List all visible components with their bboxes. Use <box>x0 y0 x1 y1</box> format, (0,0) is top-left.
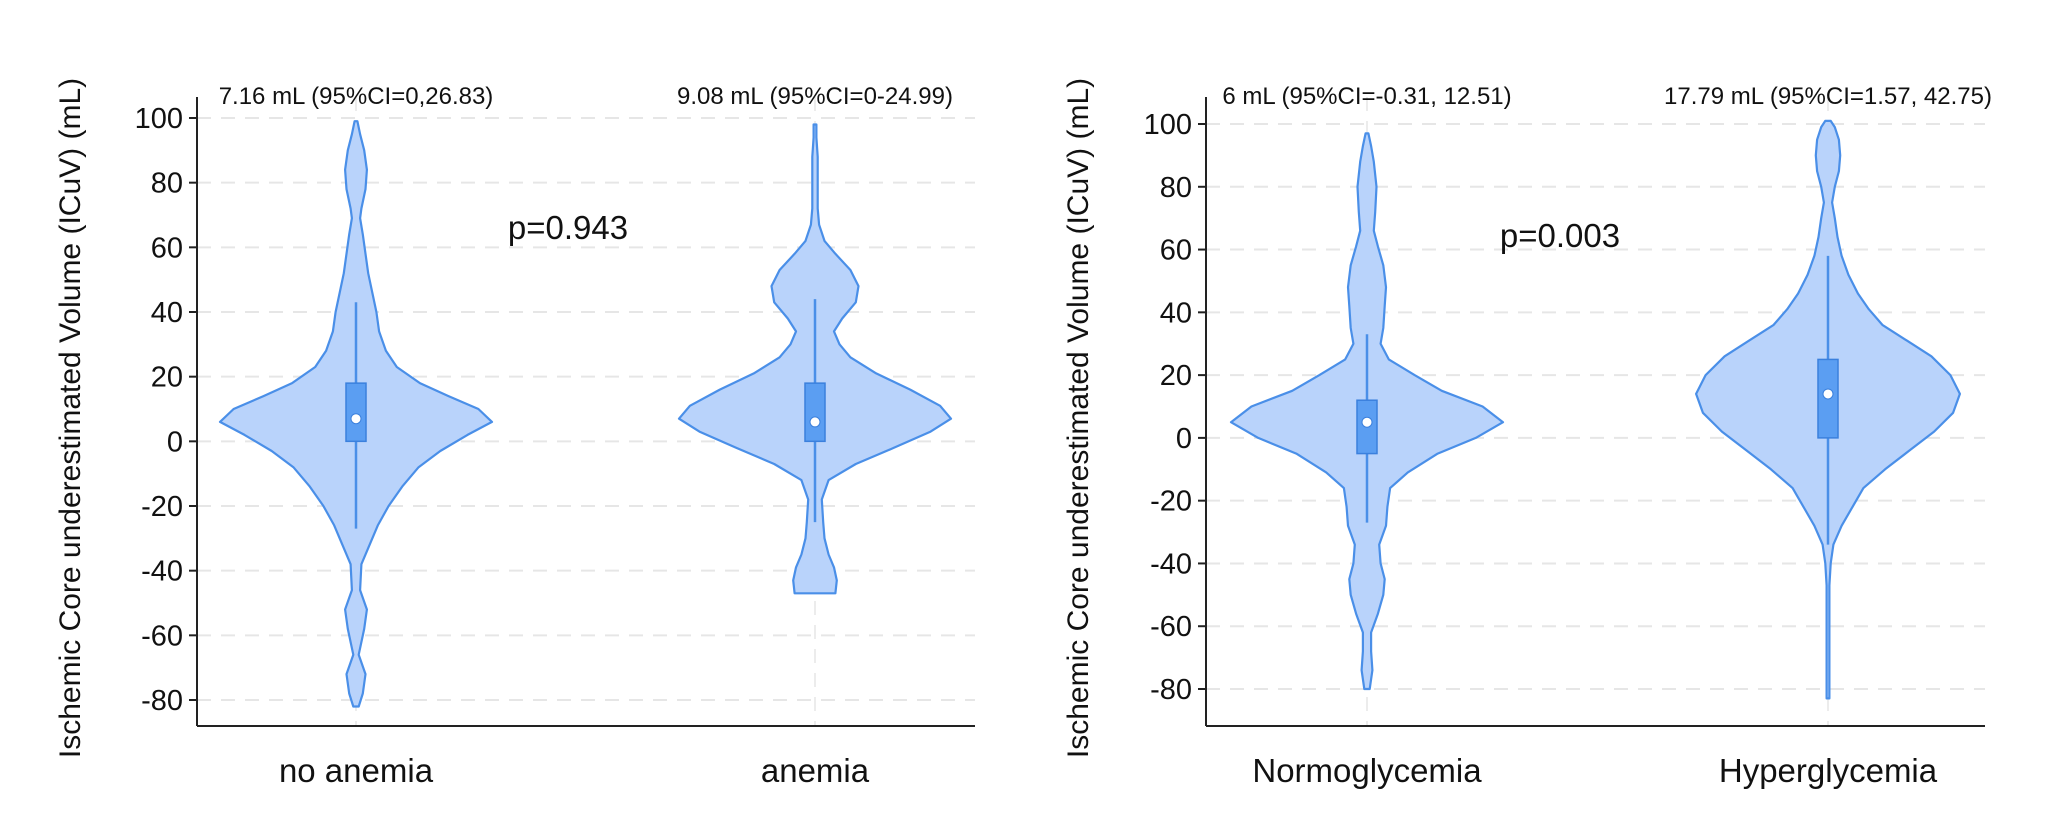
median-marker <box>809 416 821 428</box>
y-tick-label: 60 <box>151 232 183 264</box>
ci-annotation: 7.16 mL (95%CI=0,26.83) <box>219 83 494 110</box>
iqr-box <box>804 382 826 443</box>
y-tick-label: 80 <box>151 168 183 200</box>
y-tick-label: -60 <box>141 620 183 652</box>
y-tick-label: 0 <box>1176 423 1192 455</box>
y-tick-label: 0 <box>167 426 183 458</box>
x-category-label: anemia <box>761 752 870 789</box>
ci-annotation: 17.79 mL (95%CI=1.57, 42.75) <box>1664 83 1992 110</box>
y-tick-label: 100 <box>1144 109 1192 141</box>
right-panel-glycemia: 100 80 60 40 20 0 -20 -40 -60 -80 6 mL (95%CI=-0.3… <box>1062 78 1992 789</box>
x-category-label: Hyperglycemia <box>1719 752 1938 789</box>
y-tick-label: 80 <box>1160 172 1192 204</box>
p-value-label: p=0.943 <box>508 209 628 246</box>
y-tick-label: -40 <box>141 556 183 588</box>
y-tick-label: 100 <box>135 103 183 135</box>
ci-annotation: 6 mL (95%CI=-0.31, 12.51) <box>1222 83 1511 110</box>
y-tick-label: -60 <box>1150 611 1192 643</box>
y-axis-label: Ischemic Core underestimated Volume (ICu… <box>1062 78 1095 758</box>
median-marker <box>1822 388 1834 400</box>
y-axis-label: Ischemic Core underestimated Volume (ICu… <box>54 78 87 758</box>
y-tick-label: 20 <box>1160 360 1192 392</box>
iqr-box <box>345 382 367 443</box>
median-marker <box>1361 416 1373 428</box>
y-tick-label: -20 <box>141 491 183 523</box>
y-tick-label: -40 <box>1150 548 1192 580</box>
y-tick-label: 40 <box>1160 297 1192 329</box>
left-panel-anemia: 100 80 60 40 20 0 -20 -40 -60 -80 7.16 mL (95%CI=0… <box>54 78 975 789</box>
y-tick-label: -80 <box>1150 674 1192 706</box>
x-category-label: Normoglycemia <box>1252 752 1482 789</box>
p-value-label: p=0.003 <box>1500 217 1620 254</box>
y-tick-label: 60 <box>1160 235 1192 267</box>
x-category-label: no anemia <box>279 752 434 789</box>
y-tick-label: 20 <box>151 362 183 394</box>
y-tick-label: 40 <box>151 297 183 329</box>
ci-annotation: 9.08 mL (95%CI=0-24.99) <box>677 83 953 110</box>
y-tick-label: -80 <box>141 685 183 717</box>
median-marker <box>350 413 362 425</box>
y-tick-label: -20 <box>1150 486 1192 518</box>
